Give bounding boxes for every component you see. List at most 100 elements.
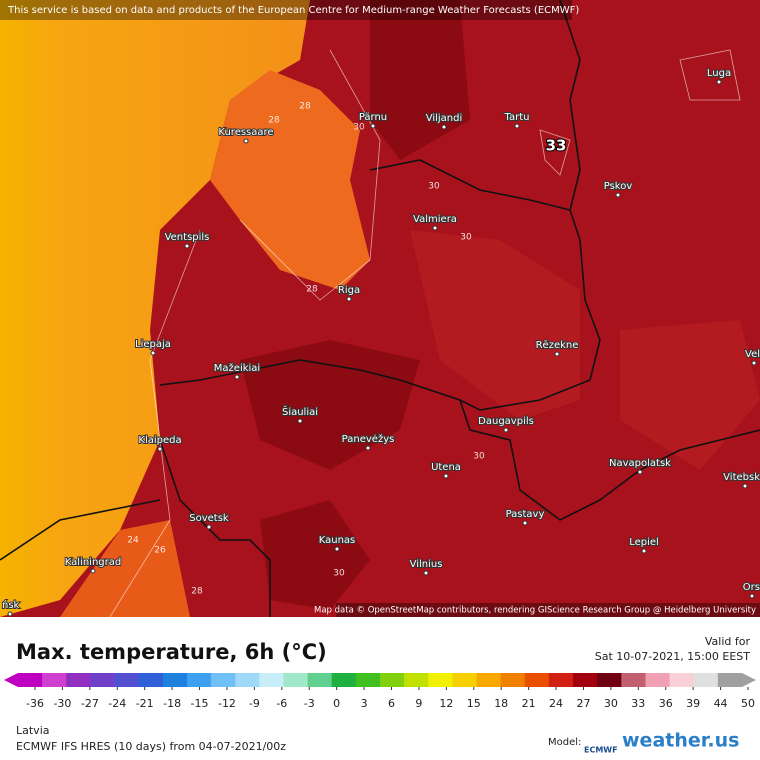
city-label: Lepiel bbox=[629, 537, 659, 548]
colorbar-tick-label: 9 bbox=[415, 697, 422, 710]
colorbar-tick-label: -15 bbox=[191, 697, 209, 710]
colorbar-tick-label: -21 bbox=[136, 697, 154, 710]
city-label: Tartu bbox=[504, 112, 530, 123]
notice: This service is based on data and produc… bbox=[7, 5, 579, 16]
city-label: Kaunas bbox=[319, 535, 356, 546]
contour-label: 30 bbox=[473, 452, 485, 462]
colorbar-cell bbox=[476, 673, 502, 687]
colorbar-tick-label: -6 bbox=[276, 697, 287, 710]
colorbar-cell bbox=[404, 673, 429, 687]
colorbar-tick-label: 12 bbox=[439, 697, 453, 710]
colorbar-cell bbox=[42, 673, 67, 687]
colorbar-tick-label: -9 bbox=[249, 697, 260, 710]
region: Latvia bbox=[16, 724, 50, 737]
colorbar-tick-label: 30 bbox=[604, 697, 618, 710]
colorbar-tick-label: -18 bbox=[163, 697, 181, 710]
colorbar-cell bbox=[283, 673, 309, 687]
city-dot bbox=[157, 446, 163, 452]
city-dot bbox=[150, 350, 156, 356]
city-dot bbox=[441, 124, 447, 130]
city-dot bbox=[637, 469, 643, 475]
city-label: Klaipeda bbox=[138, 435, 181, 446]
colorbar-cell bbox=[597, 673, 622, 687]
colorbar-tick-label: -27 bbox=[81, 697, 99, 710]
colorbar-cell bbox=[669, 673, 695, 687]
colorbar-tick-label: 50 bbox=[741, 697, 755, 710]
contour-label: 30 bbox=[428, 182, 440, 192]
city-dot bbox=[432, 225, 438, 231]
city-label: Luga bbox=[707, 68, 731, 79]
city-label: Vitebsk bbox=[723, 472, 760, 483]
colorbar-cell bbox=[331, 673, 357, 687]
colorbar-tick-label: 21 bbox=[522, 697, 536, 710]
contour-label: 28 bbox=[306, 285, 318, 295]
city-dot bbox=[423, 570, 429, 576]
colorbar-tick-label: -12 bbox=[218, 697, 236, 710]
legend-title: Max. temperature, 6h (°C) bbox=[16, 640, 327, 664]
city-dot bbox=[641, 548, 647, 554]
colorbar-tick-label: 27 bbox=[576, 697, 590, 710]
colorbar-tick-label: 0 bbox=[333, 697, 340, 710]
notice-bg bbox=[0, 0, 572, 20]
city-label: Pskov bbox=[604, 181, 633, 192]
city-dot bbox=[346, 296, 352, 302]
contour-label: 26 bbox=[154, 546, 166, 556]
city-dot bbox=[206, 524, 212, 530]
city-label: Viljandi bbox=[426, 113, 463, 124]
city-dot bbox=[522, 520, 528, 526]
city-dot bbox=[297, 418, 303, 424]
colorbar-cell bbox=[138, 673, 164, 687]
contour-label: 24 bbox=[127, 536, 139, 546]
colorbar-cell bbox=[524, 673, 550, 687]
model-label: Model: bbox=[548, 737, 581, 748]
colorbar-cell bbox=[573, 673, 598, 687]
city-label: Valmiera bbox=[413, 214, 457, 225]
city-label: Pastavy bbox=[506, 509, 545, 520]
map: This service is based on data and produc… bbox=[0, 0, 760, 617]
colorbar-cell bbox=[355, 673, 381, 687]
city-label: Riga bbox=[338, 285, 360, 296]
contour-label: 30 bbox=[333, 569, 345, 579]
attribution-bg bbox=[336, 603, 760, 617]
contour-label: 28 bbox=[299, 102, 311, 112]
city-label: Kuressaare bbox=[218, 127, 273, 138]
colorbar-tick-label: 6 bbox=[388, 697, 395, 710]
colorbar-cell bbox=[452, 673, 478, 687]
city-dot bbox=[234, 374, 240, 380]
city-label: Daugavpils bbox=[478, 416, 534, 427]
colorbar-tick-label: 44 bbox=[714, 697, 728, 710]
city-label: Rēzekne bbox=[536, 340, 579, 351]
city-label: Ventspils bbox=[165, 232, 210, 243]
valid-time: Sat 10-07-2021, 15:00 EEST bbox=[595, 650, 751, 663]
colorbar-cell bbox=[235, 673, 260, 687]
city-dot bbox=[184, 243, 190, 249]
colorbar-cell bbox=[66, 673, 91, 687]
city-dot bbox=[443, 473, 449, 479]
contours bbox=[109, 49, 741, 617]
brand: weather.us bbox=[622, 730, 739, 752]
city-label: Kaliningrad bbox=[65, 557, 121, 568]
colorbar-cell bbox=[307, 673, 333, 687]
colorbar-cell bbox=[645, 673, 671, 687]
city-dot bbox=[243, 138, 249, 144]
city-dot bbox=[503, 427, 509, 433]
city-dot bbox=[334, 546, 340, 552]
coast-warm bbox=[60, 520, 190, 617]
city-label: Sovetsk bbox=[189, 513, 229, 524]
borders bbox=[0, 0, 760, 617]
city-label: Ors bbox=[743, 582, 760, 593]
colorbar-cell bbox=[18, 673, 43, 687]
contour-label: 30 bbox=[353, 123, 365, 133]
city-dot bbox=[615, 192, 621, 198]
colorbar-cell bbox=[380, 673, 405, 687]
city-dot bbox=[90, 568, 96, 574]
city-label: Vel bbox=[745, 349, 760, 360]
city-label: Šiauliai bbox=[282, 405, 318, 418]
city-dot bbox=[716, 79, 722, 85]
model-name: ECMWF bbox=[584, 746, 618, 755]
valid-label: Valid for bbox=[705, 635, 751, 648]
land-hotter bbox=[240, 0, 470, 610]
contour-label: 28 bbox=[191, 587, 203, 597]
city-dot bbox=[554, 351, 560, 357]
